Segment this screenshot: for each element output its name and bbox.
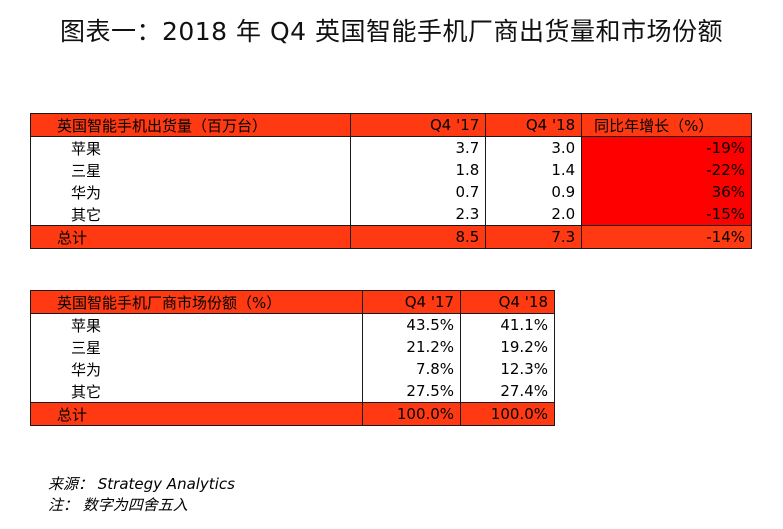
vendor-name: 其它 [29,380,364,403]
vendor-name: 其它 [30,203,351,226]
table-row: 三星 21.2% 19.2% [29,336,555,358]
column-header-q4-17: Q4 '17 [362,290,462,314]
value-q4-17: 43.5% [362,313,462,336]
total-q4-18: 100.0% [460,402,555,426]
value-q4-18: 1.4 [485,159,583,181]
page-title: 图表一：2018 年 Q4 英国智能手机厂商出货量和市场份额 [59,17,724,46]
table-row: 苹果 43.5% 41.1% [29,313,555,336]
value-growth: -19% [581,136,752,159]
value-q4-18: 0.9 [485,181,583,203]
market-share-table: 英国智能手机厂商市场份额（%） Q4 '17 Q4 '18 苹果 43.5% 4… [29,290,555,426]
value-growth: 36% [581,181,752,203]
table-row: 华为 0.7 0.9 36% [30,181,752,203]
vendor-name: 苹果 [29,313,364,336]
value-q4-17: 7.8% [362,358,462,380]
value-q4-17: 3.7 [349,136,487,159]
column-header-growth: 同比年增长（%） [581,113,752,137]
shipments-table: 英国智能手机出货量（百万台） Q4 '17 Q4 '18 同比年增长（%） 苹果… [30,113,752,249]
footnotes: 来源： Strategy Analytics 注： 数字为四舍五入 [48,474,235,516]
source-note: 来源： Strategy Analytics [48,475,235,493]
vendor-name: 三星 [29,336,364,358]
value-q4-18: 12.3% [460,358,555,380]
value-q4-17: 21.2% [362,336,462,358]
total-q4-18: 7.3 [485,225,583,249]
total-label: 总计 [29,402,364,426]
table-row: 其它 27.5% 27.4% [29,380,555,403]
column-header-q4-18: Q4 '18 [485,113,583,137]
value-growth: -15% [581,203,752,226]
value-q4-18: 3.0 [485,136,583,159]
table-total-row: 总计 8.5 7.3 -14% [30,225,752,249]
table-header-row: 英国智能手机出货量（百万台） Q4 '17 Q4 '18 同比年增长（%） [30,113,752,137]
column-header-q4-17: Q4 '17 [349,113,487,137]
column-header-q4-18: Q4 '18 [460,290,555,314]
total-label: 总计 [30,225,351,249]
rounding-note: 注： 数字为四舍五入 [48,496,188,514]
value-growth: -22% [581,159,752,181]
total-q4-17: 8.5 [349,225,487,249]
value-q4-17: 2.3 [349,203,487,226]
table-row: 三星 1.8 1.4 -22% [30,159,752,181]
vendor-name: 苹果 [30,136,351,159]
total-q4-17: 100.0% [362,402,462,426]
vendor-name: 华为 [30,181,351,203]
vendor-name: 三星 [30,159,351,181]
total-growth: -14% [581,225,752,249]
value-q4-17: 1.8 [349,159,487,181]
value-q4-18: 19.2% [460,336,555,358]
value-q4-18: 27.4% [460,380,555,403]
value-q4-17: 0.7 [349,181,487,203]
value-q4-18: 2.0 [485,203,583,226]
table-header-row: 英国智能手机厂商市场份额（%） Q4 '17 Q4 '18 [29,290,555,314]
table-row: 其它 2.3 2.0 -15% [30,203,752,226]
table-row: 苹果 3.7 3.0 -19% [30,136,752,159]
column-header-label: 英国智能手机厂商市场份额（%） [29,290,364,314]
value-q4-17: 27.5% [362,380,462,403]
vendor-name: 华为 [29,358,364,380]
table-total-row: 总计 100.0% 100.0% [29,402,555,426]
table-row: 华为 7.8% 12.3% [29,358,555,380]
column-header-label: 英国智能手机出货量（百万台） [30,113,351,137]
value-q4-18: 41.1% [460,313,555,336]
